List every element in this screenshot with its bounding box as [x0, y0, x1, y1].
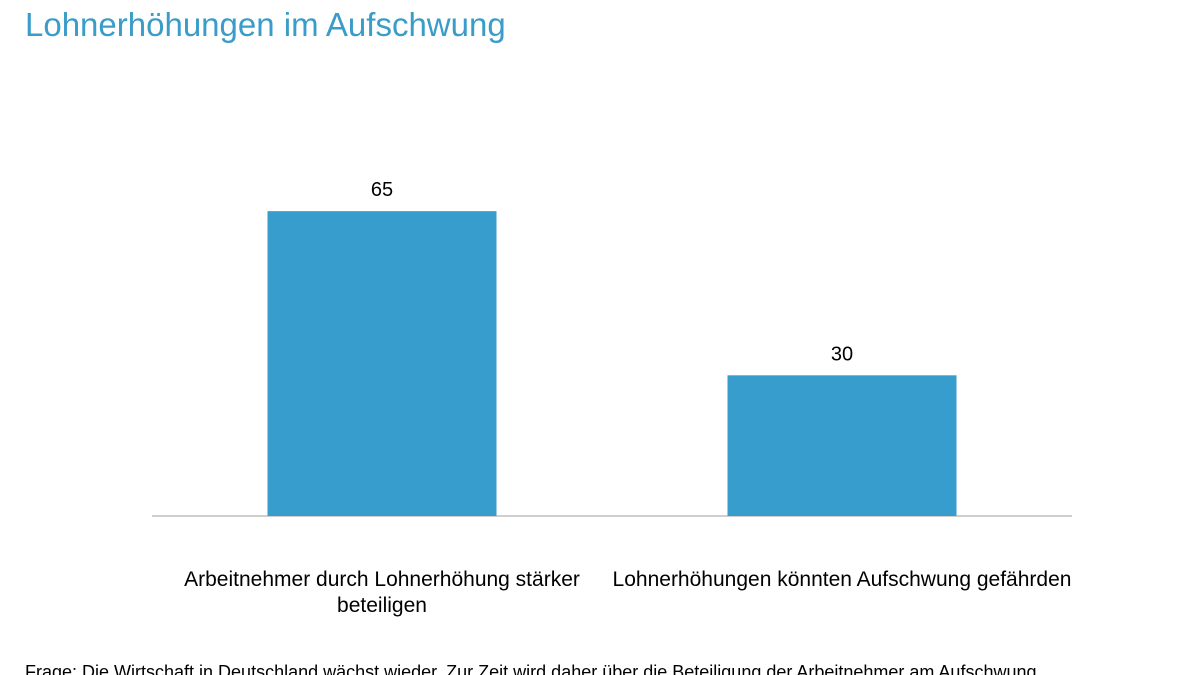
- bar: [727, 375, 957, 516]
- chart-title: Lohnerhöhungen im Aufschwung: [25, 6, 506, 43]
- category-label: Arbeitnehmer durch Lohnerhöhung stärker …: [184, 568, 580, 617]
- footnote: Frage: Die Wirtschaft in Deutschland wäc…: [25, 662, 1037, 675]
- data-label: 65: [371, 179, 393, 201]
- category-label: Lohnerhöhungen könnten Aufschwung gefähr…: [612, 568, 1072, 591]
- bar: [267, 211, 497, 516]
- data-label: 30: [831, 343, 853, 365]
